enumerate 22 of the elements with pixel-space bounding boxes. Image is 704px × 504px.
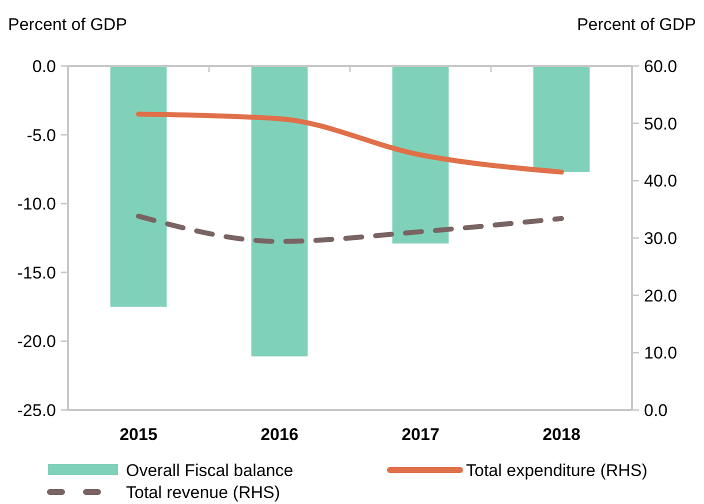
x-tick-label: 2016 [260, 425, 298, 444]
y-tick-label: -15.0 [17, 263, 56, 282]
y-tick-label: -20.0 [17, 332, 56, 352]
y2-tick-label: 50.0 [644, 114, 678, 134]
legend-label: Total expenditure (RHS) [466, 461, 648, 480]
legend-label: Total revenue (RHS) [126, 483, 280, 502]
legend-label: Overall Fiscal balance [126, 461, 294, 480]
y-tick-label: -10.0 [17, 194, 56, 214]
y2-tick-label: 60.0 [644, 56, 678, 76]
y2-tick-label: 30.0 [644, 228, 678, 248]
y2-tick-label: 0.0 [644, 400, 668, 420]
x-tick-label: 2018 [542, 425, 580, 444]
y-tick-label: -25.0 [17, 400, 56, 420]
y2-axis-title: Percent of GDP [576, 15, 696, 34]
x-tick-label: 2017 [402, 425, 440, 444]
y-tick-label: 0.0 [32, 56, 56, 76]
x-tick-label: 2015 [120, 425, 158, 444]
y-tick-label: -5.0 [26, 126, 56, 145]
y-axis-title: Percent of GDP [8, 15, 128, 34]
y2-tick-label: 10.0 [644, 344, 678, 363]
y2-tick-label: 40.0 [644, 172, 678, 191]
y2-tick-label: 20.0 [644, 286, 678, 306]
